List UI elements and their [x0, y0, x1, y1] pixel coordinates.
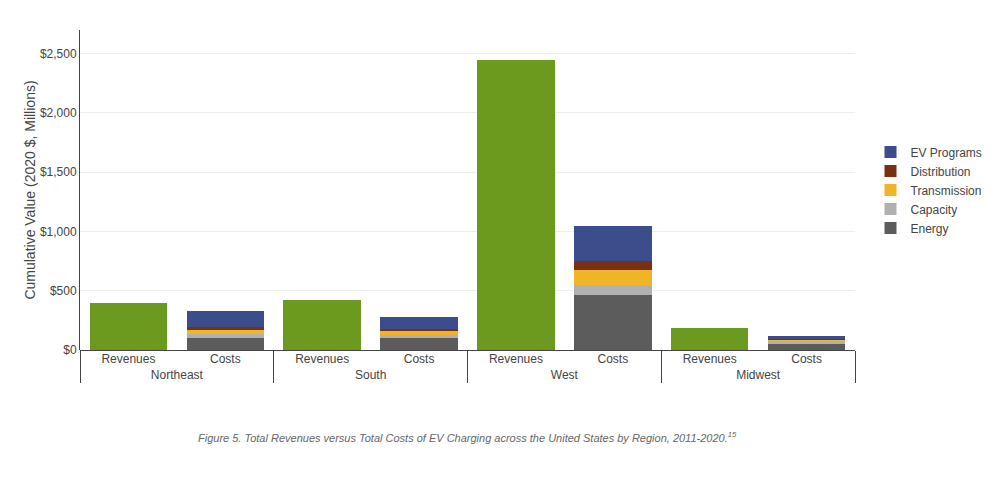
- svg-text:Costs: Costs: [210, 352, 241, 366]
- svg-text:$1,500: $1,500: [40, 165, 77, 179]
- svg-text:Revenues: Revenues: [489, 352, 543, 366]
- svg-text:Revenues: Revenues: [295, 352, 349, 366]
- svg-text:Northeast: Northeast: [151, 368, 204, 382]
- svg-text:Transmission: Transmission: [911, 184, 982, 198]
- svg-text:Midwest: Midwest: [736, 368, 781, 382]
- svg-text:$2,000: $2,000: [40, 106, 77, 120]
- svg-text:EV Programs: EV Programs: [911, 146, 982, 160]
- svg-text:Energy: Energy: [911, 222, 949, 236]
- svg-text:Capacity: Capacity: [911, 203, 958, 217]
- svg-text:South: South: [355, 368, 386, 382]
- svg-text:Costs: Costs: [404, 352, 435, 366]
- svg-text:$0: $0: [63, 343, 77, 357]
- svg-text:$500: $500: [50, 284, 77, 298]
- svg-text:$2,500: $2,500: [40, 47, 77, 61]
- svg-text:Costs: Costs: [597, 352, 628, 366]
- svg-text:Distribution: Distribution: [911, 165, 971, 179]
- svg-text:Cumulative Value (2020 $, Mill: Cumulative Value (2020 $, Millions): [22, 80, 38, 299]
- svg-text:Costs: Costs: [791, 352, 822, 366]
- svg-text:West: West: [551, 368, 579, 382]
- svg-text:Revenues: Revenues: [683, 352, 737, 366]
- svg-text:$1,000: $1,000: [40, 225, 77, 239]
- svg-text:Figure 5. Total Revenues versu: Figure 5. Total Revenues versus Total Co…: [198, 430, 737, 444]
- svg-text:Revenues: Revenues: [101, 352, 155, 366]
